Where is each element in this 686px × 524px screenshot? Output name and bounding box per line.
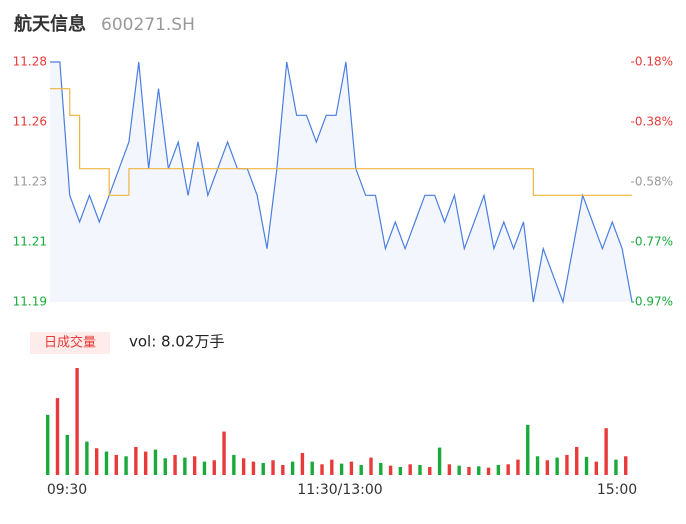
volume-bar: [516, 459, 520, 475]
volume-bar: [192, 456, 197, 475]
price-line: [50, 61, 633, 305]
volume-bar: [496, 464, 501, 475]
x-tick-label: 15:00: [597, 482, 637, 498]
volume-bar: [457, 465, 461, 475]
volume-bar: [565, 454, 569, 475]
volume-bar: [85, 441, 89, 475]
volume-bar: [486, 467, 491, 475]
volume-bar: [183, 457, 187, 475]
volume-bar: [65, 434, 69, 475]
volume-bar: [290, 461, 295, 475]
volume-bar: [222, 431, 226, 475]
volume-bar: [241, 458, 246, 475]
y-tick-label: 11.28: [13, 55, 47, 69]
average-line: [50, 88, 632, 196]
volume-bar: [398, 466, 403, 475]
volume-bar: [437, 447, 442, 475]
volume-total: vol: 8.02万手: [129, 333, 224, 351]
volume-bar: [134, 446, 138, 475]
volume-bar: [506, 464, 510, 475]
volume-bar: [46, 414, 50, 475]
volume-bar: [428, 466, 432, 475]
volume-bar: [535, 456, 540, 475]
volume-bar: [604, 428, 608, 475]
volume-bar: [349, 461, 354, 475]
volume-bar: [310, 461, 314, 475]
y-tick-label: 11.26: [13, 115, 47, 129]
volume-bar: [359, 464, 363, 475]
volume-bar: [114, 454, 118, 475]
price-area: [50, 62, 632, 302]
volume-bar: [232, 454, 236, 475]
y2-tick-label: -0.58%: [631, 175, 673, 189]
x-tick-label: 11:30/13:00: [297, 482, 382, 498]
volume-bar: [526, 424, 530, 475]
volume-bar: [300, 452, 305, 475]
volume-bar: [202, 461, 207, 475]
y2-tick-label: -0.77%: [631, 235, 673, 249]
y-tick-label: 11.19: [13, 295, 47, 309]
volume-bar: [379, 462, 383, 475]
volume-bar: [388, 465, 393, 475]
volume-bar: [75, 368, 79, 475]
stock-name: 航天信息: [14, 13, 86, 35]
y-tick-label: 11.23: [13, 175, 47, 189]
volume-bar: [143, 451, 148, 475]
volume-bar: [124, 456, 128, 475]
volume-bar: [339, 463, 344, 475]
volume-bar: [104, 451, 109, 475]
volume-bar: [575, 446, 579, 475]
volume-bar: [212, 460, 216, 475]
volume-label: 日成交量: [44, 335, 96, 351]
y2-tick-label: -0.97%: [631, 295, 673, 309]
volume-bar: [369, 457, 373, 475]
x-tick-label: 09:30: [47, 482, 87, 498]
volume-bar: [55, 398, 60, 475]
volume-bar: [94, 448, 99, 475]
volume-bar: [467, 466, 471, 475]
volume-bar: [594, 461, 599, 475]
y-tick-label: 11.21: [13, 235, 47, 249]
volume-bar: [584, 456, 589, 475]
volume-bar: [251, 461, 256, 475]
volume-badge: [30, 332, 110, 354]
volume-bar: [477, 466, 481, 475]
volume-bar: [173, 454, 177, 475]
volume-bar: [271, 460, 275, 475]
volume-bar: [281, 464, 285, 475]
volume-bar: [153, 449, 158, 475]
y2-tick-label: -0.38%: [631, 115, 673, 129]
volume-bar: [163, 458, 167, 475]
stock-code: 600271.SH: [101, 15, 195, 35]
volume-bar: [261, 462, 265, 475]
volume-bar: [545, 460, 550, 475]
volume-bar: [408, 464, 412, 475]
volume-bar: [418, 464, 422, 475]
volume-bar: [320, 464, 324, 475]
volume-bar: [447, 464, 452, 475]
y2-tick-label: -0.18%: [631, 55, 673, 69]
volume-bar: [555, 457, 559, 475]
volume-bar: [614, 459, 618, 475]
volume-bar: [624, 456, 628, 475]
volume-bar: [330, 459, 334, 475]
